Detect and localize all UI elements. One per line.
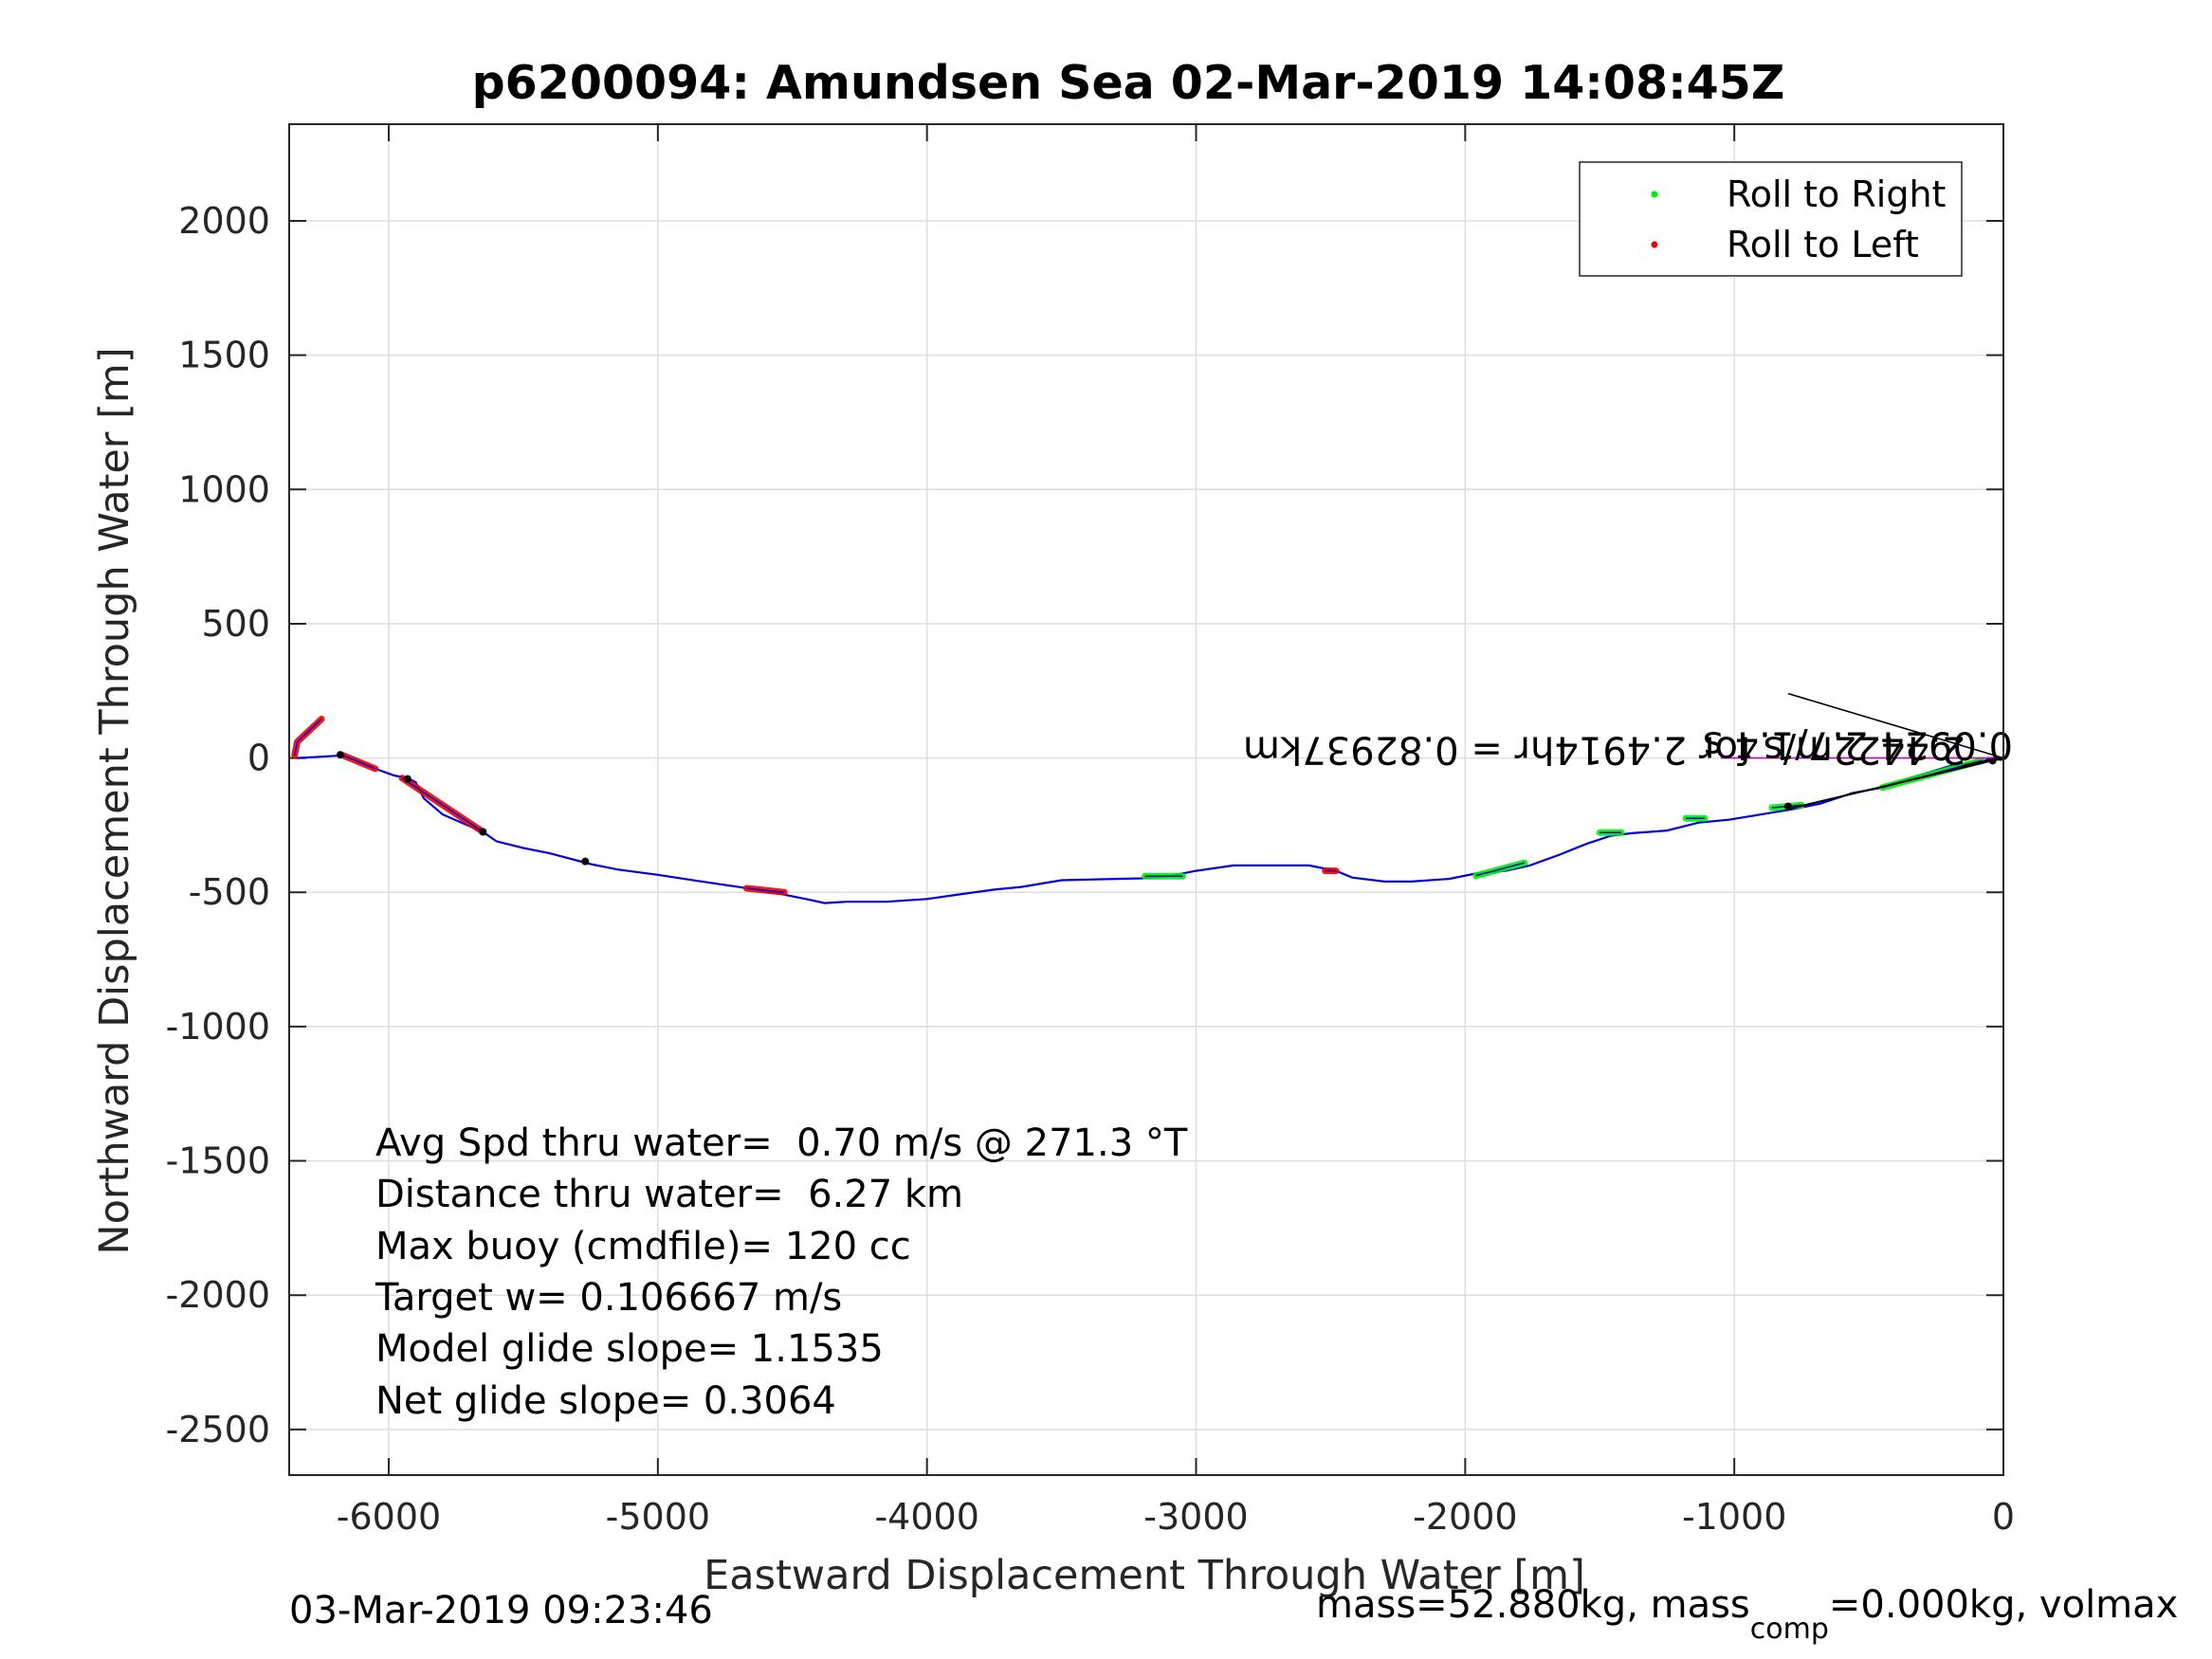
y-tick-label: -1500 [166, 1140, 270, 1182]
dive-marker [336, 751, 344, 759]
y-tick-label: -2000 [166, 1274, 270, 1316]
y-tick-label: 1000 [178, 468, 270, 510]
roll-left-segment-core [342, 755, 376, 770]
x-tick-label: -5000 [606, 1496, 710, 1538]
y-tick-label: -500 [189, 871, 270, 913]
legend-marker-roll-right [1651, 191, 1658, 198]
plot-area-border [288, 123, 2004, 1476]
x-tick-label: -1000 [1682, 1496, 1786, 1538]
dive-marker [581, 857, 590, 866]
tick-labels: -6000 -5000 -4000 -3000 -2000 -1000 0200015001… [166, 200, 2016, 1538]
y-tick-label: 2000 [178, 200, 270, 242]
dive-marker [479, 828, 487, 836]
annotation-layer: 2.4422m/s for 2.4914hr = 0.82937km0.0924… [1243, 692, 2013, 811]
legend-label-roll-right: Roll to Right [1727, 173, 1946, 215]
legend: Roll to Right Roll to Left [1579, 161, 1963, 277]
legend-label-roll-left: Roll to Left [1727, 224, 1919, 265]
y-tick-label: -1000 [166, 1006, 270, 1048]
y-tick-label: 1500 [178, 335, 270, 376]
legend-box [1579, 161, 1963, 277]
x-tick-label: -2000 [1413, 1496, 1517, 1538]
arrow-head [1963, 757, 2004, 768]
y-tick-label: 0 [247, 738, 270, 779]
footer-mass: mass=52.880kg, masscomp=0.000kg, volmax [1316, 1583, 2178, 1646]
current-label: 2.4422m/s for 2.4914hr = 0.82937km [1243, 728, 1965, 772]
stat-avg-speed: Avg Spd thru water= 0.70 m/s @ 271.3 °T [375, 1121, 1188, 1165]
chart-title: p6200094: Amundsen Sea 02-Mar-2019 14:08… [472, 56, 1785, 110]
stat-net-glide: Net glide slope= 0.3064 [375, 1379, 836, 1423]
series-layer [297, 754, 2004, 904]
legend-marker-roll-left [1651, 241, 1658, 248]
x-tick-label: 0 [1992, 1496, 2015, 1538]
dive-marker [403, 775, 411, 783]
current-arrow-line [1787, 692, 2004, 759]
y-tick-label: -2500 [166, 1409, 270, 1450]
y-axis-label: Northward Displacement Through Water [m] [91, 347, 138, 1254]
roll-left-segment-core [746, 887, 785, 893]
x-tick-label: -6000 [337, 1496, 441, 1538]
axis-ticks [289, 124, 2004, 1475]
x-axis-label: Eastward Displacement Through Water [m] [704, 1552, 1585, 1599]
footer-timestamp: 03-Mar-2019 09:23:46 [289, 1589, 713, 1632]
footer-mass-prefix: mass=52.880kg, mass [1316, 1583, 1750, 1627]
footer-mass-sub: comp [1750, 1613, 1829, 1646]
x-tick-label: -3000 [1143, 1496, 1248, 1538]
grid-lines [289, 124, 2004, 1475]
roll-right-segment-core [1475, 862, 1525, 877]
stat-max-buoy: Max buoy (cmdfile)= 120 cc [375, 1225, 911, 1268]
displacement-label: 0.0924 2.7/1.4 s [1703, 723, 2013, 767]
x-tick-label: -4000 [874, 1496, 978, 1538]
stat-distance: Distance thru water= 6.27 km [375, 1173, 963, 1216]
roll-left-segment-core [401, 777, 484, 833]
stats-block: Avg Spd thru water= 0.70 m/s @ 271.3 °T … [375, 1121, 1188, 1423]
track-line [297, 754, 2004, 904]
stat-model-glide: Model glide slope= 1.1535 [375, 1327, 884, 1371]
stat-target-w: Target w= 0.106667 m/s [375, 1276, 842, 1320]
markers-layer [336, 751, 1997, 866]
footer-mass-suffix: =0.000kg, volmax [1829, 1583, 2178, 1627]
roll-left-segment-core [293, 718, 322, 756]
y-tick-label: 500 [201, 603, 270, 645]
